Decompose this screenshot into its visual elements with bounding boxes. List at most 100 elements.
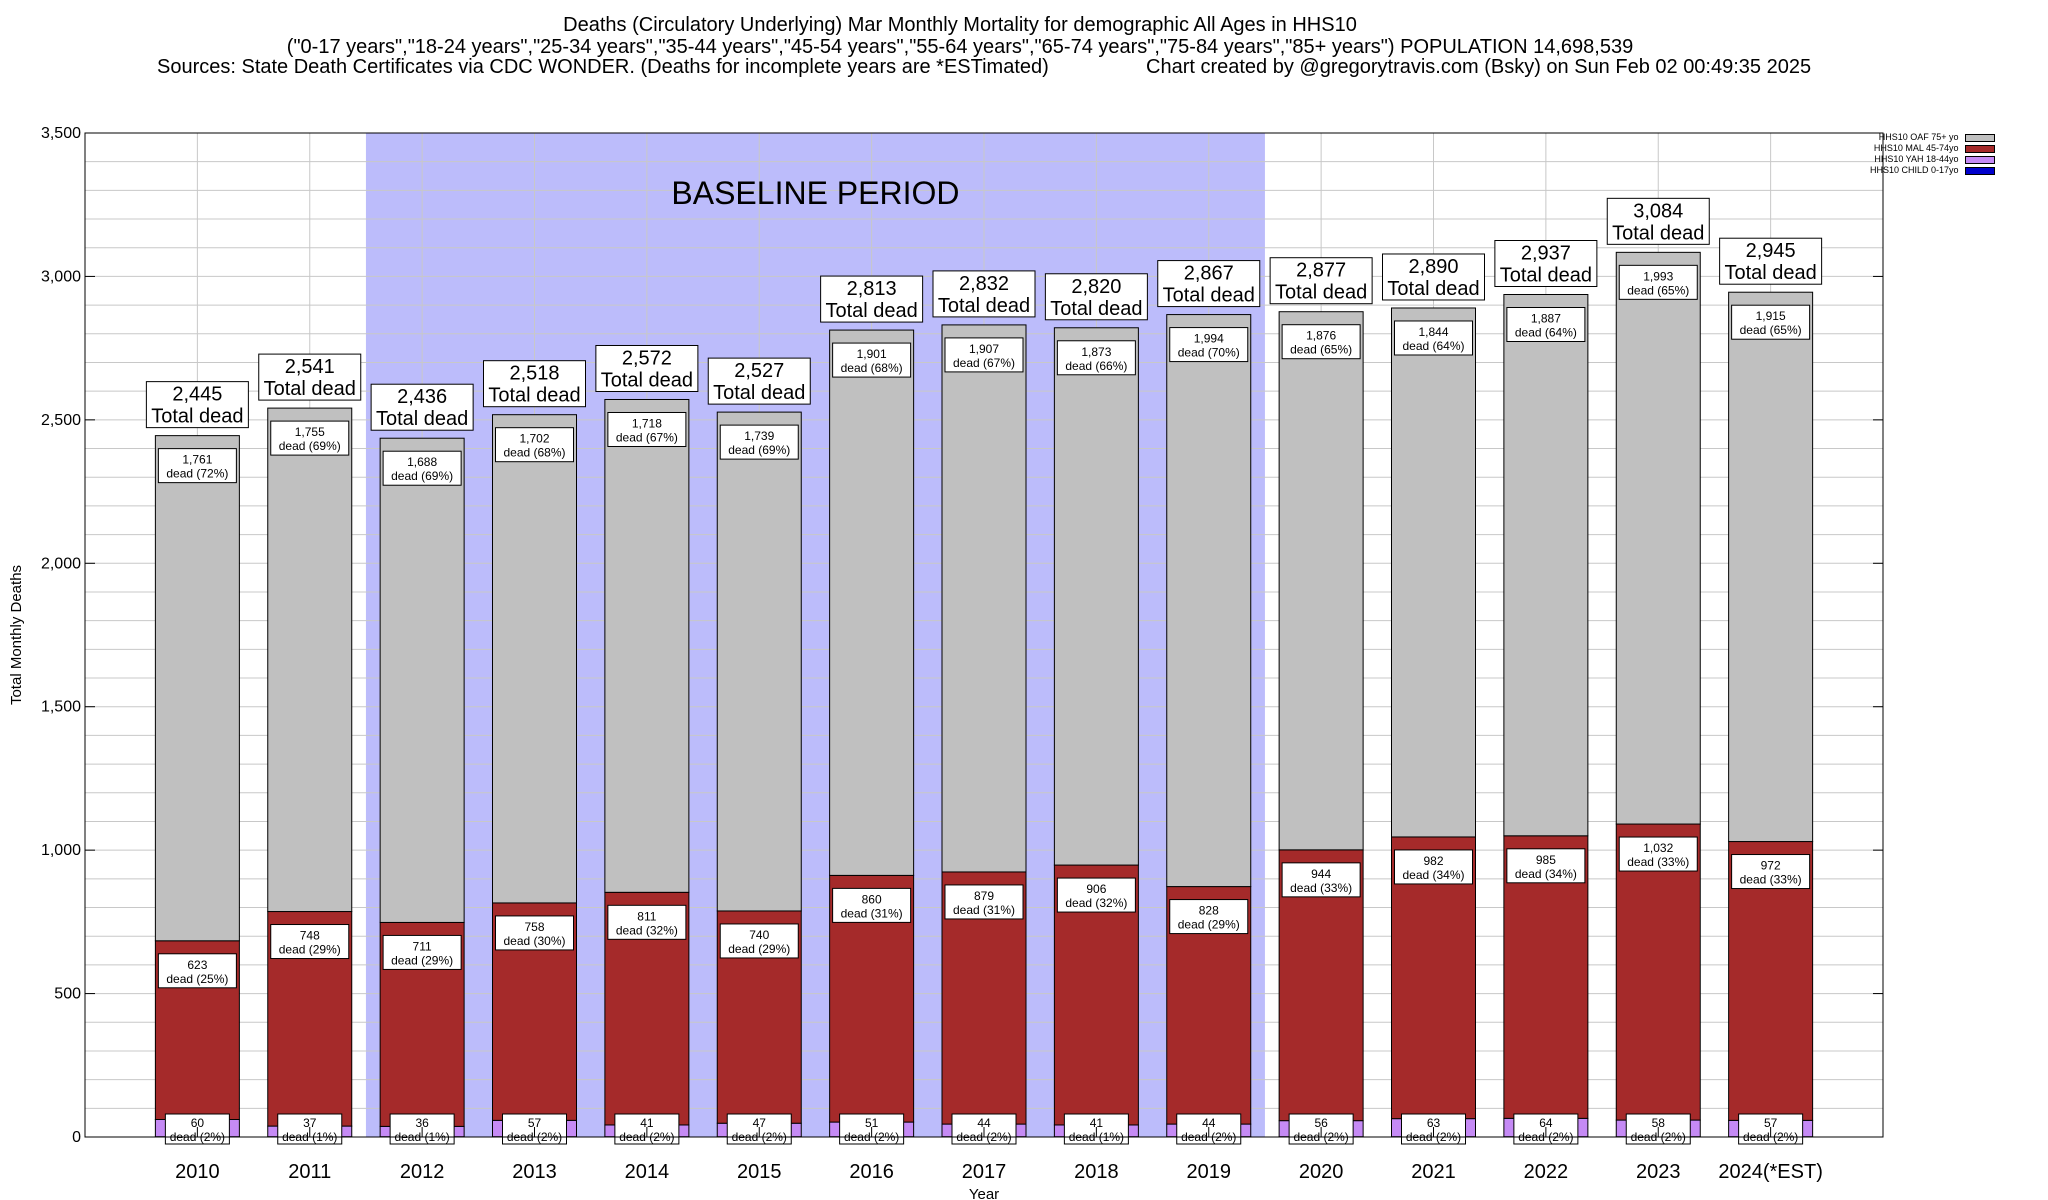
bar-oaf-2010	[154, 435, 240, 942]
label-yah-2011-value: 37	[303, 1116, 317, 1130]
x-tick-label: 2010	[175, 1161, 220, 1183]
chart-credit: Chart created by @gregorytravis.com (Bsk…	[1146, 56, 1812, 78]
label-mal-2021-pct: dead (34%)	[1402, 868, 1464, 882]
total-suffix-2013: Total dead	[488, 385, 580, 407]
bar-oaf-2024(*EST)	[1728, 291, 1814, 843]
label-yah-2012-value: 36	[415, 1116, 429, 1130]
chart-legend: HHS10 OAF 75+ yo HHS10 MAL 45-74yo HHS10 Y…	[1870, 132, 1995, 176]
total-box-2011	[258, 353, 362, 401]
label-oaf-2016-pct: dead (68%)	[841, 361, 903, 375]
y-tick-label: 1,500	[41, 699, 81, 716]
label-oaf-2022-value: 1,887	[1531, 312, 1561, 326]
label-yah-2018-value: 41	[1090, 1116, 1104, 1130]
label-yah-2018-box	[1063, 1113, 1129, 1145]
label-mal-2015-box	[719, 923, 799, 959]
total-box-2012	[370, 383, 474, 431]
total-value-2017: 2,832	[959, 273, 1009, 295]
bar-oaf-2019	[1166, 314, 1252, 888]
x-tick-label: 2017	[962, 1161, 1007, 1183]
label-mal-2023-pct: dead (33%)	[1627, 855, 1689, 869]
label-oaf-2023-pct: dead (65%)	[1627, 283, 1689, 297]
label-mal-2011-value: 748	[300, 929, 320, 943]
y-tick-label: 0	[72, 1129, 81, 1146]
label-mal-2022-box	[1506, 848, 1586, 884]
label-mal-2010-box	[157, 953, 237, 989]
total-box-2019	[1157, 260, 1261, 308]
label-oaf-2011-value: 1,755	[295, 425, 325, 439]
label-mal-2018-pct: dead (32%)	[1065, 896, 1127, 910]
label-mal-2017-box	[944, 884, 1024, 920]
total-suffix-2010: Total dead	[151, 406, 243, 428]
total-suffix-2017: Total dead	[938, 295, 1030, 317]
label-oaf-2019-value: 1,994	[1194, 332, 1224, 346]
label-mal-2014-box	[607, 904, 687, 940]
total-suffix-2014: Total dead	[601, 369, 693, 391]
label-mal-2018-value: 906	[1086, 882, 1106, 896]
label-mal-2010-value: 623	[187, 958, 207, 972]
label-oaf-2011-pct: dead (69%)	[279, 439, 341, 453]
label-oaf-2019-pct: dead (70%)	[1178, 346, 1240, 360]
x-tick-label: 2024(*EST)	[1718, 1161, 1823, 1183]
label-oaf-2024(*EST)-box	[1731, 304, 1811, 340]
label-mal-2014-pct: dead (32%)	[616, 923, 678, 937]
y-tick-label: 3,500	[41, 125, 81, 142]
label-mal-2017-pct: dead (31%)	[953, 903, 1015, 917]
label-mal-2016-pct: dead (31%)	[841, 906, 903, 920]
label-mal-2010-pct: dead (25%)	[166, 972, 228, 986]
total-box-2020	[1269, 257, 1373, 305]
label-mal-2021-value: 982	[1423, 854, 1443, 868]
legend-swatch	[1964, 155, 1995, 164]
label-yah-2022-value: 64	[1539, 1116, 1553, 1130]
legend-item: HHS10 YAH 18-44yo	[1870, 154, 1995, 165]
bar-oaf-2011	[267, 407, 353, 913]
label-mal-2024(*EST)-box	[1731, 854, 1811, 890]
label-yah-2022-box	[1513, 1113, 1579, 1145]
legend-label: HHS10 MAL 45-74yo	[1873, 143, 1959, 153]
x-tick-label: 2018	[1074, 1161, 1119, 1183]
legend-label: HHS10 OAF 75+ yo	[1878, 132, 1959, 142]
x-tick-label: 2022	[1524, 1161, 1569, 1183]
legend-item: HHS10 OAF 75+ yo	[1870, 132, 1995, 143]
total-suffix-2020: Total dead	[1275, 282, 1367, 304]
label-oaf-2017-value: 1,907	[969, 342, 999, 356]
total-value-2020: 2,877	[1296, 260, 1346, 282]
bar-oaf-2013	[492, 414, 577, 904]
bar-oaf-2018	[1053, 327, 1139, 866]
bar-oaf-2022	[1503, 294, 1589, 837]
label-oaf-2014-box	[607, 411, 687, 447]
label-oaf-2016-box	[832, 342, 912, 378]
label-mal-2015-value: 740	[749, 928, 769, 942]
label-oaf-2010-box	[157, 448, 237, 484]
total-value-2011: 2,541	[285, 356, 335, 378]
label-oaf-2021-box	[1394, 320, 1473, 356]
label-oaf-2013-box	[495, 427, 574, 463]
label-mal-2022-pct: dead (34%)	[1515, 867, 1577, 881]
label-mal-2019-value: 828	[1199, 904, 1219, 918]
label-yah-2024(*EST)-value: 57	[1764, 1116, 1778, 1130]
total-value-2018: 2,820	[1071, 276, 1121, 298]
label-oaf-2022-pct: dead (64%)	[1515, 326, 1577, 340]
x-tick-label: 2011	[288, 1161, 331, 1183]
x-tick-label: 2019	[1187, 1161, 1232, 1183]
label-oaf-2024(*EST)-pct: dead (65%)	[1740, 323, 1802, 337]
label-oaf-2017-box	[944, 337, 1024, 373]
total-suffix-2015: Total dead	[713, 382, 805, 404]
label-yah-2023-value: 58	[1652, 1116, 1666, 1130]
label-yah-2014-value: 41	[640, 1116, 654, 1130]
y-tick-label: 3,000	[41, 268, 81, 285]
bar-oaf-2012	[379, 437, 465, 923]
label-mal-2013-value: 758	[524, 920, 544, 934]
total-suffix-2016: Total dead	[825, 300, 917, 322]
label-yah-2015-value: 47	[753, 1116, 767, 1130]
total-suffix-2022: Total dead	[1500, 265, 1592, 287]
total-value-2010: 2,445	[172, 384, 222, 406]
label-mal-2013-box	[495, 915, 574, 951]
chart-title: Deaths (Circulatory Underlying) Mar Mont…	[563, 14, 1357, 36]
total-box-2010	[145, 381, 249, 429]
total-value-2024(*EST): 2,945	[1746, 240, 1796, 262]
chart-sources: Sources: State Death Certificates via CD…	[157, 56, 1049, 78]
total-box-2023	[1606, 197, 1710, 245]
label-oaf-2018-box	[1056, 340, 1136, 376]
label-yah-2017-value: 44	[977, 1116, 991, 1130]
legend-label: HHS10 CHILD 0-17yo	[1870, 165, 1959, 175]
